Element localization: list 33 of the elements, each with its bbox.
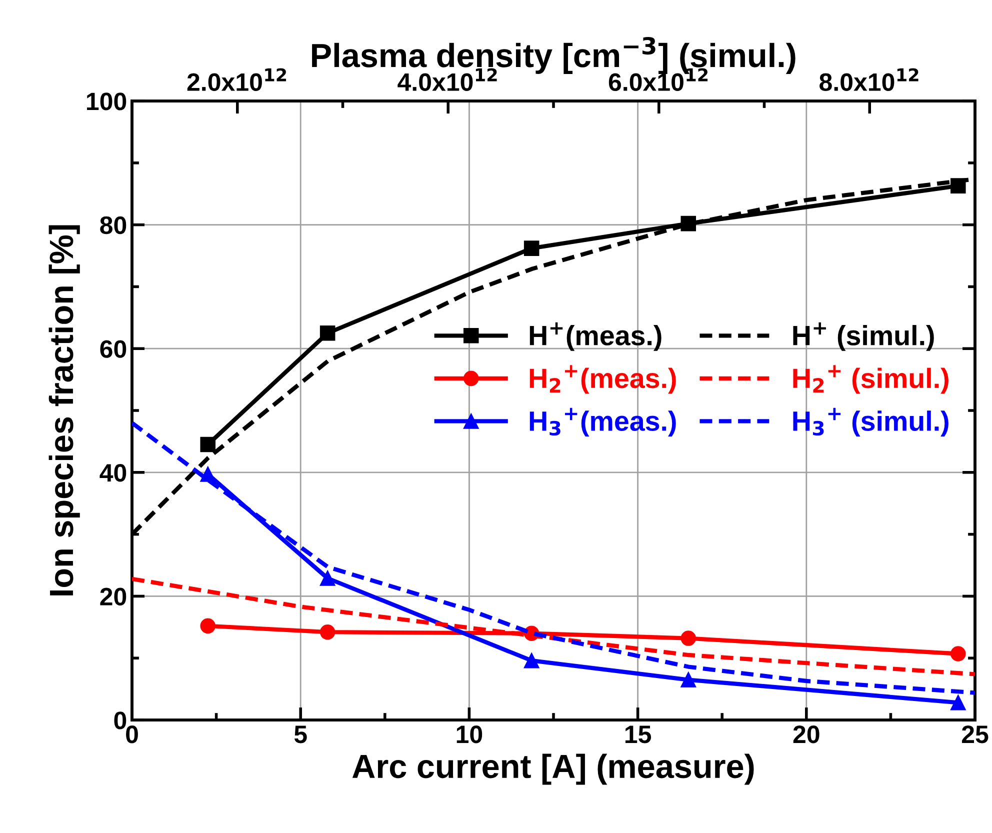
- y-tick-label: 20: [100, 588, 126, 606]
- x-tick-label: 10: [456, 726, 482, 744]
- point: [200, 436, 216, 452]
- point: [950, 646, 966, 662]
- y-tick-label: 0: [114, 712, 126, 730]
- x-tick-label: 5: [294, 726, 307, 744]
- legend-label: H$^{+}$(meas.): [530, 322, 662, 351]
- y-axis-title: Ion species fraction [%]: [48, 225, 80, 596]
- legend-label: H$_{3}$$^{+}$ (simul.): [793, 408, 948, 436]
- legend-label: H$_{3}$$^{+}$(meas.): [530, 408, 676, 436]
- x-tick-label: 0: [126, 726, 138, 744]
- point: [524, 652, 540, 668]
- point: [524, 240, 540, 256]
- x-tick-label: 20: [793, 726, 820, 744]
- legend-label: H$^{+}$ (simul.): [793, 322, 934, 351]
- x2-tick-label: 2.0x10$^{12}$: [187, 68, 286, 92]
- legend-label: H$_{2}$$^{+}$(meas.): [530, 365, 676, 394]
- point: [200, 618, 216, 634]
- point: [680, 630, 696, 646]
- y-tick-label: 100: [87, 92, 126, 110]
- point: [680, 672, 696, 688]
- x2-tick-label: 8.0x10$^{12}$: [820, 68, 918, 92]
- y-tick-label: 40: [100, 464, 126, 482]
- y-tick-label: 80: [100, 216, 126, 234]
- legend-label: H$_{2}$$^{+}$ (simul.): [793, 365, 948, 394]
- point: [320, 624, 336, 640]
- point: [320, 570, 336, 586]
- y-tick-label: 60: [100, 340, 126, 358]
- x-tick-label: 25: [962, 726, 988, 744]
- x-tick-label: 15: [625, 726, 652, 744]
- point: [320, 325, 336, 341]
- x-axis-title: Arc current [A] (measure): [352, 754, 754, 785]
- point: [950, 695, 966, 710]
